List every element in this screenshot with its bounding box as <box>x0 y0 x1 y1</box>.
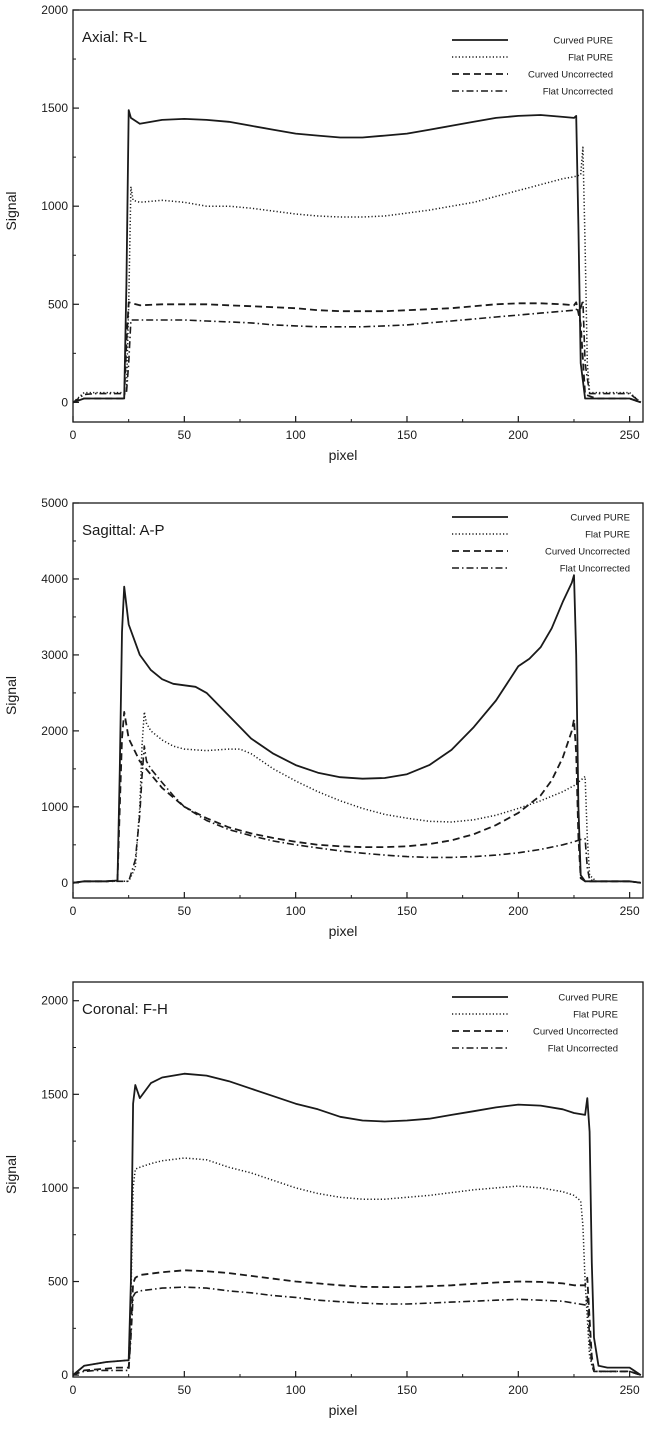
x-tick-label: 100 <box>286 1383 306 1397</box>
x-tick-label: 150 <box>397 1383 417 1397</box>
x-tick-label: 150 <box>397 904 417 918</box>
x-tick-label: 250 <box>620 904 640 918</box>
x-tick-label: 250 <box>620 428 640 442</box>
panel-title: Axial: R-L <box>82 29 147 46</box>
legend: Curved PURE Flat PURE Curved Uncorrected Fl… <box>452 513 630 575</box>
y-axis-label: Signal <box>3 192 19 231</box>
x-tick-label: 200 <box>508 904 528 918</box>
series-line-curved-uncorrected <box>73 1269 642 1376</box>
x-tick-label: 100 <box>286 904 306 918</box>
x-axis-label: pixel <box>329 1402 358 1418</box>
legend-label: Flat PURE <box>568 53 613 64</box>
plot-frame <box>72 9 644 423</box>
series-line-curved-uncorrected <box>73 711 641 884</box>
y-tick-label: 2000 <box>41 3 68 17</box>
chart-panel-1: 0 50 100 150 200 250 0 500 1000 1500 2000 pixel Sign… <box>3 3 644 463</box>
legend-label: Flat Uncorrected <box>548 1044 618 1055</box>
y-tick-label: 5000 <box>41 496 68 510</box>
legend-label: Curved Uncorrected <box>545 547 630 558</box>
y-tick-label: 2000 <box>41 994 68 1008</box>
y-tick-label: 0 <box>61 1368 68 1382</box>
plot-frame <box>72 981 644 1378</box>
legend-label: Curved Uncorrected <box>533 1027 618 1038</box>
legend-label: Flat PURE <box>573 1010 618 1021</box>
y-tick-label: 500 <box>48 297 68 311</box>
x-tick-label: 0 <box>70 904 77 918</box>
y-tick-label: 1000 <box>41 199 68 213</box>
series-line-curved-uncorrected <box>73 301 642 404</box>
legend-label: Curved PURE <box>558 993 618 1004</box>
x-tick-label: 100 <box>286 428 306 442</box>
series-line-curved-pure <box>73 109 642 404</box>
legend-label: Flat Uncorrected <box>543 87 613 98</box>
legend-label: Curved Uncorrected <box>528 70 613 81</box>
panel-title: Coronal: F-H <box>82 1001 168 1018</box>
series-line-curved-pure <box>73 574 641 884</box>
x-axis-label: pixel <box>329 447 358 463</box>
series-line-curved-pure <box>73 1072 642 1376</box>
legend-label: Flat PURE <box>585 530 630 541</box>
y-tick-label: 1000 <box>41 1181 68 1195</box>
chart-panel-3: 0 50 100 150 200 250 0 500 1000 1500 2000 pixel Sign… <box>3 981 644 1418</box>
legend: Curved PURE Flat PURE Curved Uncorrected Fl… <box>452 36 613 98</box>
y-tick-label: 2000 <box>41 724 68 738</box>
x-tick-label: 0 <box>70 1383 77 1397</box>
chart-panel-2: 0 50 100 150 200 250 0 1000 2000 3000 4000 5000 pixe… <box>3 496 644 939</box>
y-tick-label: 1500 <box>41 1087 68 1101</box>
series-line-flat-uncorrected <box>73 745 641 884</box>
y-tick-label: 500 <box>48 1275 68 1289</box>
x-tick-label: 200 <box>508 428 528 442</box>
x-tick-label: 150 <box>397 428 417 442</box>
x-tick-label: 50 <box>178 428 192 442</box>
x-tick-label: 50 <box>178 1383 192 1397</box>
x-tick-label: 250 <box>620 1383 640 1397</box>
series-line-flat-pure <box>73 146 642 403</box>
series-line-flat-uncorrected <box>73 299 642 404</box>
series-line-flat-uncorrected <box>73 1286 642 1376</box>
y-tick-label: 0 <box>61 876 68 890</box>
legend: Curved PURE Flat PURE Curved Uncorrected Fl… <box>452 993 618 1055</box>
legend-label: Flat Uncorrected <box>560 564 630 575</box>
x-axis-label: pixel <box>329 923 358 939</box>
x-tick-label: 200 <box>508 1383 528 1397</box>
y-axis-label: Signal <box>3 1155 19 1194</box>
y-axis-label: Signal <box>3 676 19 715</box>
plot-frame <box>72 502 644 899</box>
y-tick-label: 1000 <box>41 800 68 814</box>
y-tick-label: 4000 <box>41 572 68 586</box>
x-tick-label: 0 <box>70 428 77 442</box>
y-tick-label: 1500 <box>41 101 68 115</box>
y-tick-label: 0 <box>61 395 68 409</box>
legend-label: Curved PURE <box>553 36 613 47</box>
legend-label: Curved PURE <box>570 513 630 524</box>
x-tick-label: 50 <box>178 904 192 918</box>
series-line-flat-pure <box>73 711 641 884</box>
y-tick-label: 3000 <box>41 648 68 662</box>
series-line-flat-pure <box>73 1157 642 1376</box>
panel-title: Sagittal: A-P <box>82 522 165 539</box>
